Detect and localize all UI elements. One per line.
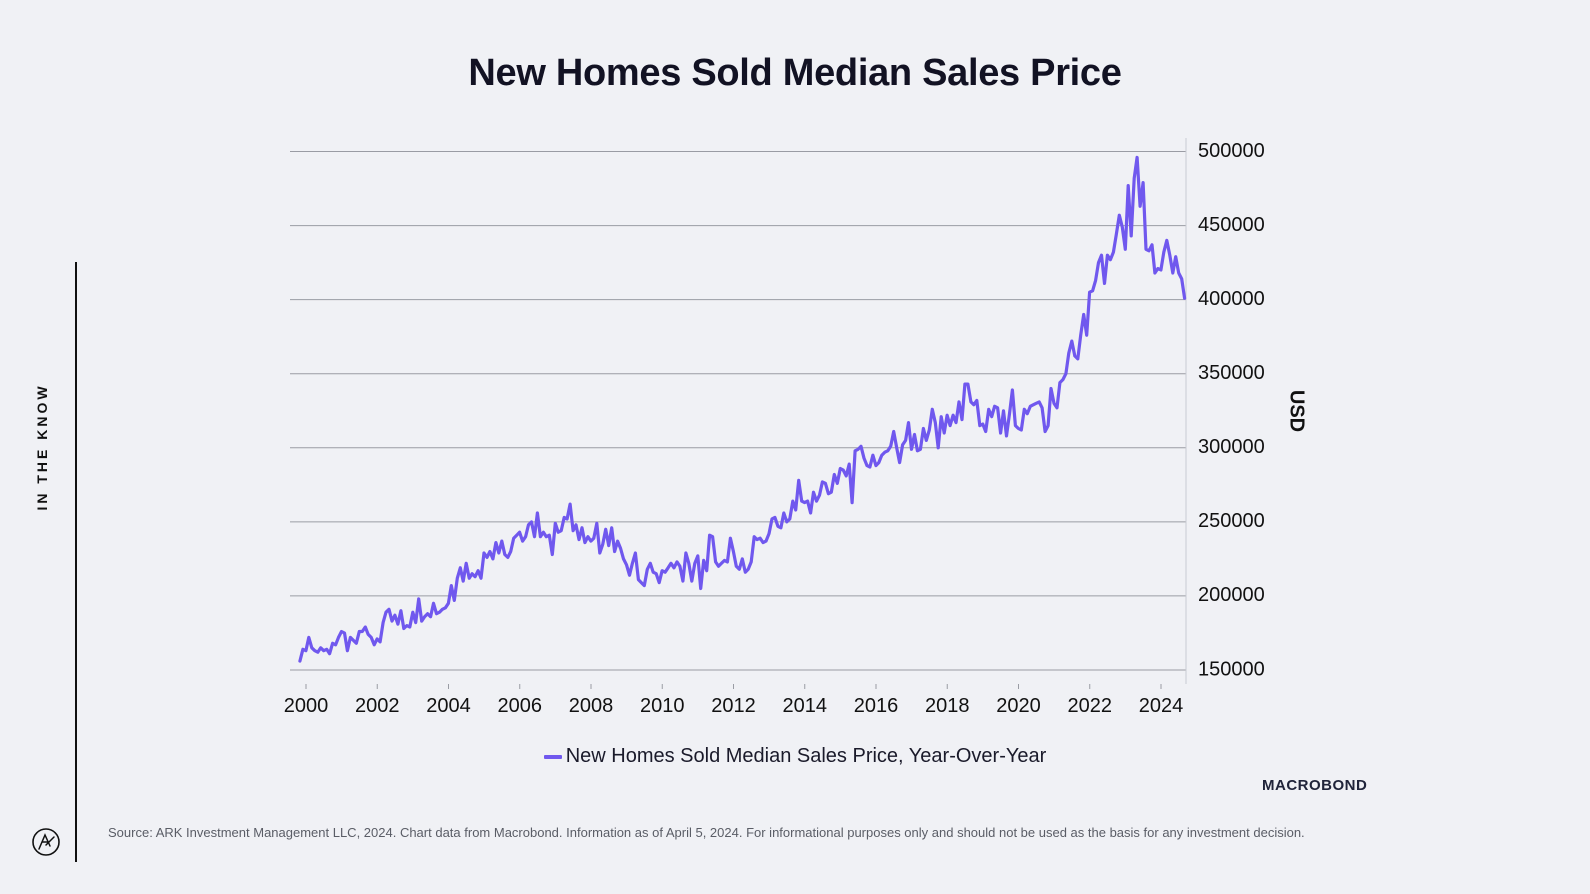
x-tick-label: 2012: [711, 695, 756, 717]
x-tick-label: 2020: [996, 695, 1041, 717]
y-tick-label: 250000: [1198, 510, 1265, 532]
x-tick-label: 2024: [1139, 695, 1184, 717]
x-tick-label: 2018: [925, 695, 970, 717]
legend: New Homes Sold Median Sales Price, Year-…: [0, 745, 1590, 768]
x-tick-label: 2004: [426, 695, 471, 717]
y-tick-label: 500000: [1198, 140, 1265, 162]
y-tick-label: 150000: [1198, 658, 1265, 680]
x-tick-label: 2022: [1068, 695, 1113, 717]
y-tick-label: 200000: [1198, 584, 1265, 606]
x-tick-label: 2016: [854, 695, 899, 717]
x-tick-label: 2008: [569, 695, 614, 717]
legend-swatch: [543, 754, 562, 759]
legend-label: New Homes Sold Median Sales Price, Year-…: [565, 745, 1047, 767]
x-tick-label: 2014: [783, 695, 828, 717]
side-divider: [75, 262, 77, 862]
gridlines: [290, 151, 1186, 671]
x-tick-label: 2002: [355, 695, 400, 717]
x-tick-label: 2006: [498, 695, 543, 717]
x-tick-label: 2010: [640, 695, 685, 717]
source-note: Source: ARK Investment Management LLC, 2…: [108, 825, 1305, 840]
y-axis-label: USD: [1286, 390, 1308, 432]
macrobond-logo: MACROBOND: [1262, 777, 1368, 794]
y-tick-label: 350000: [1198, 362, 1265, 384]
y-tick-label: 450000: [1198, 214, 1265, 236]
y-axis: 150000 200000 250000 300000 350000 400000 4500…: [1198, 140, 1265, 680]
ark-logo-icon: [32, 828, 60, 856]
x-axis: 2000 2002 2004 2006 2008 2010 2012 2014 2016 2018…: [284, 684, 1184, 717]
series-line: [298, 155, 1187, 663]
y-tick-label: 400000: [1198, 288, 1265, 310]
x-tick-label: 2000: [284, 695, 329, 717]
chart-title: New Homes Sold Median Sales Price: [468, 52, 1122, 94]
y-tick-label: 300000: [1198, 436, 1265, 458]
